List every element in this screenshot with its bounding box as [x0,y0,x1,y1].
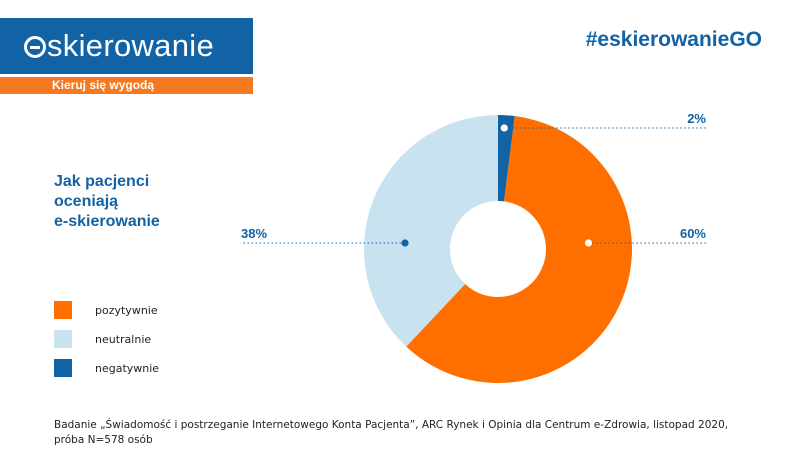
hashtag: #eskierowanieGO [585,28,762,51]
legend-label-neutral: neutralnie [95,332,152,346]
legend-item-neutral: neutralnie [54,330,159,348]
logo-e-icon [24,36,46,58]
legend: pozytywnie neutralnie negatywnie [54,301,159,388]
footnote: Badanie „Świadomość i postrzeganie Inter… [54,419,729,446]
data-label-negatywnie: 2% [687,111,706,126]
callout-dot-negatywnie [500,124,508,132]
legend-swatch-neutral [54,330,72,348]
data-label-neutralnie: 38% [241,226,267,241]
legend-label-negative: negatywnie [95,361,160,375]
slice-negatywnie [498,115,515,202]
data-label-pozytywnie: 60% [680,226,706,241]
legend-label-positive: pozytywnie [95,303,158,317]
tagline: Kieruj się wygodą [0,77,253,94]
legend-swatch-positive [54,301,72,319]
slice-neutralnie [363,114,498,347]
legend-item-negative: negatywnie [54,359,159,377]
chart-title: Jak pacjenci oceniają e-skierowanie [54,173,160,230]
logo: skierowanie [0,18,253,74]
logo-text: skierowanie [47,28,214,63]
callout-dot-pozytywnie [584,239,593,247]
slice-pozytywnie [406,116,632,384]
legend-swatch-negative [54,359,72,377]
callout-dot-neutralnie [401,239,409,247]
legend-item-positive: pozytywnie [54,301,159,319]
